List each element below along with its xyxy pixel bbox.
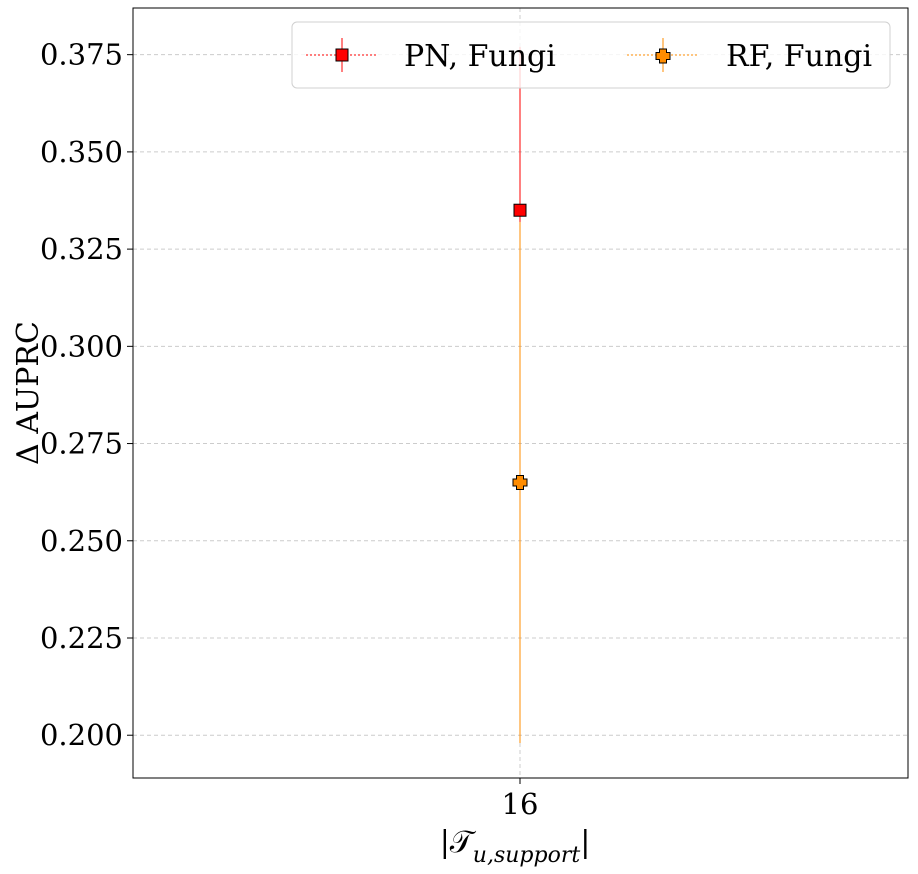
x-axis-title-main: |𝒯 — [440, 825, 477, 860]
legend-plus-marker-rf-fungi — [655, 48, 671, 64]
y-axis-ticks: 0.200 0.225 0.250 0.275 0.300 0.325 0.350 0.375 — [40, 38, 133, 752]
y-tick-label: 0.375 — [40, 38, 123, 72]
y-tick-label: 0.275 — [40, 427, 123, 461]
legend: PN, Fungi RF, Fungi — [291, 21, 891, 89]
y-tick-label: 0.350 — [40, 135, 123, 169]
data-point-plus-rf-fungi — [512, 474, 528, 490]
data-point-square-pn-fungi — [513, 203, 527, 217]
data-markers — [512, 203, 528, 490]
legend-label-pn-fungi: PN, Fungi — [404, 39, 556, 74]
legend-entry-pn-fungi: PN, Fungi — [306, 38, 556, 74]
legend-label-rf-fungi: RF, Fungi — [726, 39, 872, 74]
x-axis-title-close: | — [580, 825, 590, 860]
y-tick-label: 0.200 — [40, 718, 123, 752]
x-axis-title: |𝒯u,support| — [440, 825, 591, 868]
legend-square-marker-pn-fungi — [335, 48, 349, 62]
y-tick-label: 0.250 — [40, 524, 123, 558]
y-tick-label: 0.300 — [40, 329, 123, 363]
y-tick-label: 0.225 — [40, 621, 123, 655]
legend-entry-rf-fungi: RF, Fungi — [627, 38, 872, 74]
y-axis-title: Δ AUPRC — [11, 321, 46, 465]
legend-box — [291, 21, 891, 89]
y-tick-label: 0.325 — [40, 232, 123, 266]
x-axis-ticks: 16 — [502, 778, 539, 821]
x-tick-label: 16 — [502, 787, 539, 821]
x-axis-title-subscript: u,support — [473, 843, 581, 868]
